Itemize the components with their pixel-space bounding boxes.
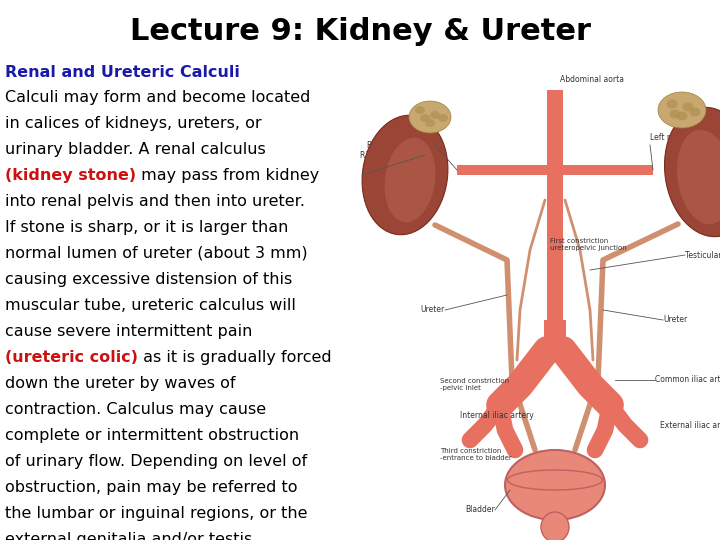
Text: Lecture 9: Kidney & Ureter: Lecture 9: Kidney & Ureter xyxy=(130,17,590,46)
Text: causing excessive distension of this: causing excessive distension of this xyxy=(5,272,292,287)
Text: into renal pelvis and then into ureter.: into renal pelvis and then into ureter. xyxy=(5,194,305,209)
Text: Right kidney: Right kidney xyxy=(360,151,408,159)
Text: in calices of kidneys, ureters, or: in calices of kidneys, ureters, or xyxy=(5,116,261,131)
Ellipse shape xyxy=(665,107,720,237)
Ellipse shape xyxy=(430,111,440,119)
Ellipse shape xyxy=(677,111,688,120)
Ellipse shape xyxy=(409,101,451,133)
Text: First constriction
ureteropelvic junction: First constriction ureteropelvic junctio… xyxy=(550,238,626,251)
Bar xyxy=(563,165,653,175)
Text: cause severe intermittent pain: cause severe intermittent pain xyxy=(5,324,253,339)
Ellipse shape xyxy=(425,119,435,127)
Text: Right renal artery: Right renal artery xyxy=(366,140,435,150)
Ellipse shape xyxy=(541,512,569,540)
Text: Bladder: Bladder xyxy=(465,505,495,515)
Text: Third constriction
-entrance to bladder: Third constriction -entrance to bladder xyxy=(440,448,512,461)
Text: Second constriction
-pelvic inlet: Second constriction -pelvic inlet xyxy=(440,378,509,391)
Text: Testicular arteries: Testicular arteries xyxy=(685,251,720,260)
Text: Abdominal aorta: Abdominal aorta xyxy=(560,76,624,84)
Text: (ureteric colic): (ureteric colic) xyxy=(5,350,138,365)
Text: obstruction, pain may be referred to: obstruction, pain may be referred to xyxy=(5,480,297,495)
Text: as it is gradually forced: as it is gradually forced xyxy=(138,350,332,365)
Ellipse shape xyxy=(438,114,448,122)
Text: urinary bladder. A renal calculus: urinary bladder. A renal calculus xyxy=(5,142,266,157)
Bar xyxy=(547,90,563,350)
Ellipse shape xyxy=(362,116,448,235)
Ellipse shape xyxy=(658,92,706,128)
Text: of urinary flow. Depending on level of: of urinary flow. Depending on level of xyxy=(5,454,307,469)
Ellipse shape xyxy=(683,103,693,111)
Text: Ureter: Ureter xyxy=(663,315,688,325)
Text: External iliac artery: External iliac artery xyxy=(660,421,720,429)
Text: Left renal artery: Left renal artery xyxy=(650,133,712,143)
Text: Internal iliac artery: Internal iliac artery xyxy=(460,410,534,420)
Text: normal lumen of ureter (about 3 mm): normal lumen of ureter (about 3 mm) xyxy=(5,246,307,261)
Text: If stone is sharp, or it is larger than: If stone is sharp, or it is larger than xyxy=(5,220,289,235)
Text: complete or intermittent obstruction: complete or intermittent obstruction xyxy=(5,428,299,443)
Ellipse shape xyxy=(384,138,436,222)
Text: the lumbar or inguinal regions, or the: the lumbar or inguinal regions, or the xyxy=(5,506,307,521)
Ellipse shape xyxy=(505,450,605,520)
Text: Calculi may form and become located: Calculi may form and become located xyxy=(5,90,310,105)
Ellipse shape xyxy=(420,114,430,122)
Text: muscular tube, ureteric calculus will: muscular tube, ureteric calculus will xyxy=(5,298,296,313)
Text: (kidney stone): (kidney stone) xyxy=(5,168,136,183)
Text: may pass from kidney: may pass from kidney xyxy=(136,168,320,183)
Text: contraction. Calculus may cause: contraction. Calculus may cause xyxy=(5,402,266,417)
Text: Renal and Ureteric Calculi: Renal and Ureteric Calculi xyxy=(5,65,240,80)
Ellipse shape xyxy=(690,107,701,117)
Ellipse shape xyxy=(670,110,680,118)
Text: Common iliac artery: Common iliac artery xyxy=(655,375,720,384)
Ellipse shape xyxy=(415,106,425,114)
Text: down the ureter by waves of: down the ureter by waves of xyxy=(5,376,235,391)
Text: external genitalia and/or testis.: external genitalia and/or testis. xyxy=(5,532,257,540)
Text: Ureter: Ureter xyxy=(420,306,445,314)
Ellipse shape xyxy=(677,130,720,224)
Ellipse shape xyxy=(667,99,678,109)
Bar xyxy=(457,165,547,175)
Bar xyxy=(544,320,566,360)
